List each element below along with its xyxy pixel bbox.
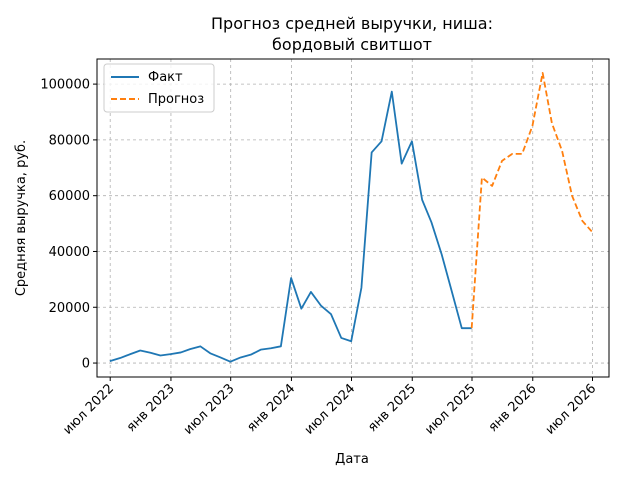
y-tick-label: 0 (82, 357, 90, 372)
grid (97, 59, 609, 377)
legend-label-fact: Факт (148, 70, 183, 85)
y-axis: 0 20000 40000 60000 80000 100000 (40, 78, 97, 372)
chart-title-line-2: бордовый свитшот (272, 35, 432, 54)
x-axis-label: Дата (335, 452, 369, 467)
y-tick-label: 60000 (49, 189, 90, 204)
series-line-forecast (470, 72, 593, 329)
legend: Факт Прогноз (103, 63, 215, 113)
y-tick-label: 80000 (49, 133, 90, 148)
legend-label-forecast: Прогноз (148, 92, 204, 107)
plot-series (109, 72, 593, 363)
y-tick-label: 100000 (40, 78, 90, 93)
series-line-fact (109, 90, 472, 363)
y-tick-label: 20000 (49, 301, 90, 316)
y-tick-label: 40000 (49, 245, 90, 260)
chart-title-line-1: Прогноз средней выручки, ниша: (211, 14, 493, 33)
plot-area-frame (96, 58, 610, 378)
y-axis-label: Средняя выручка, руб. (14, 140, 29, 296)
